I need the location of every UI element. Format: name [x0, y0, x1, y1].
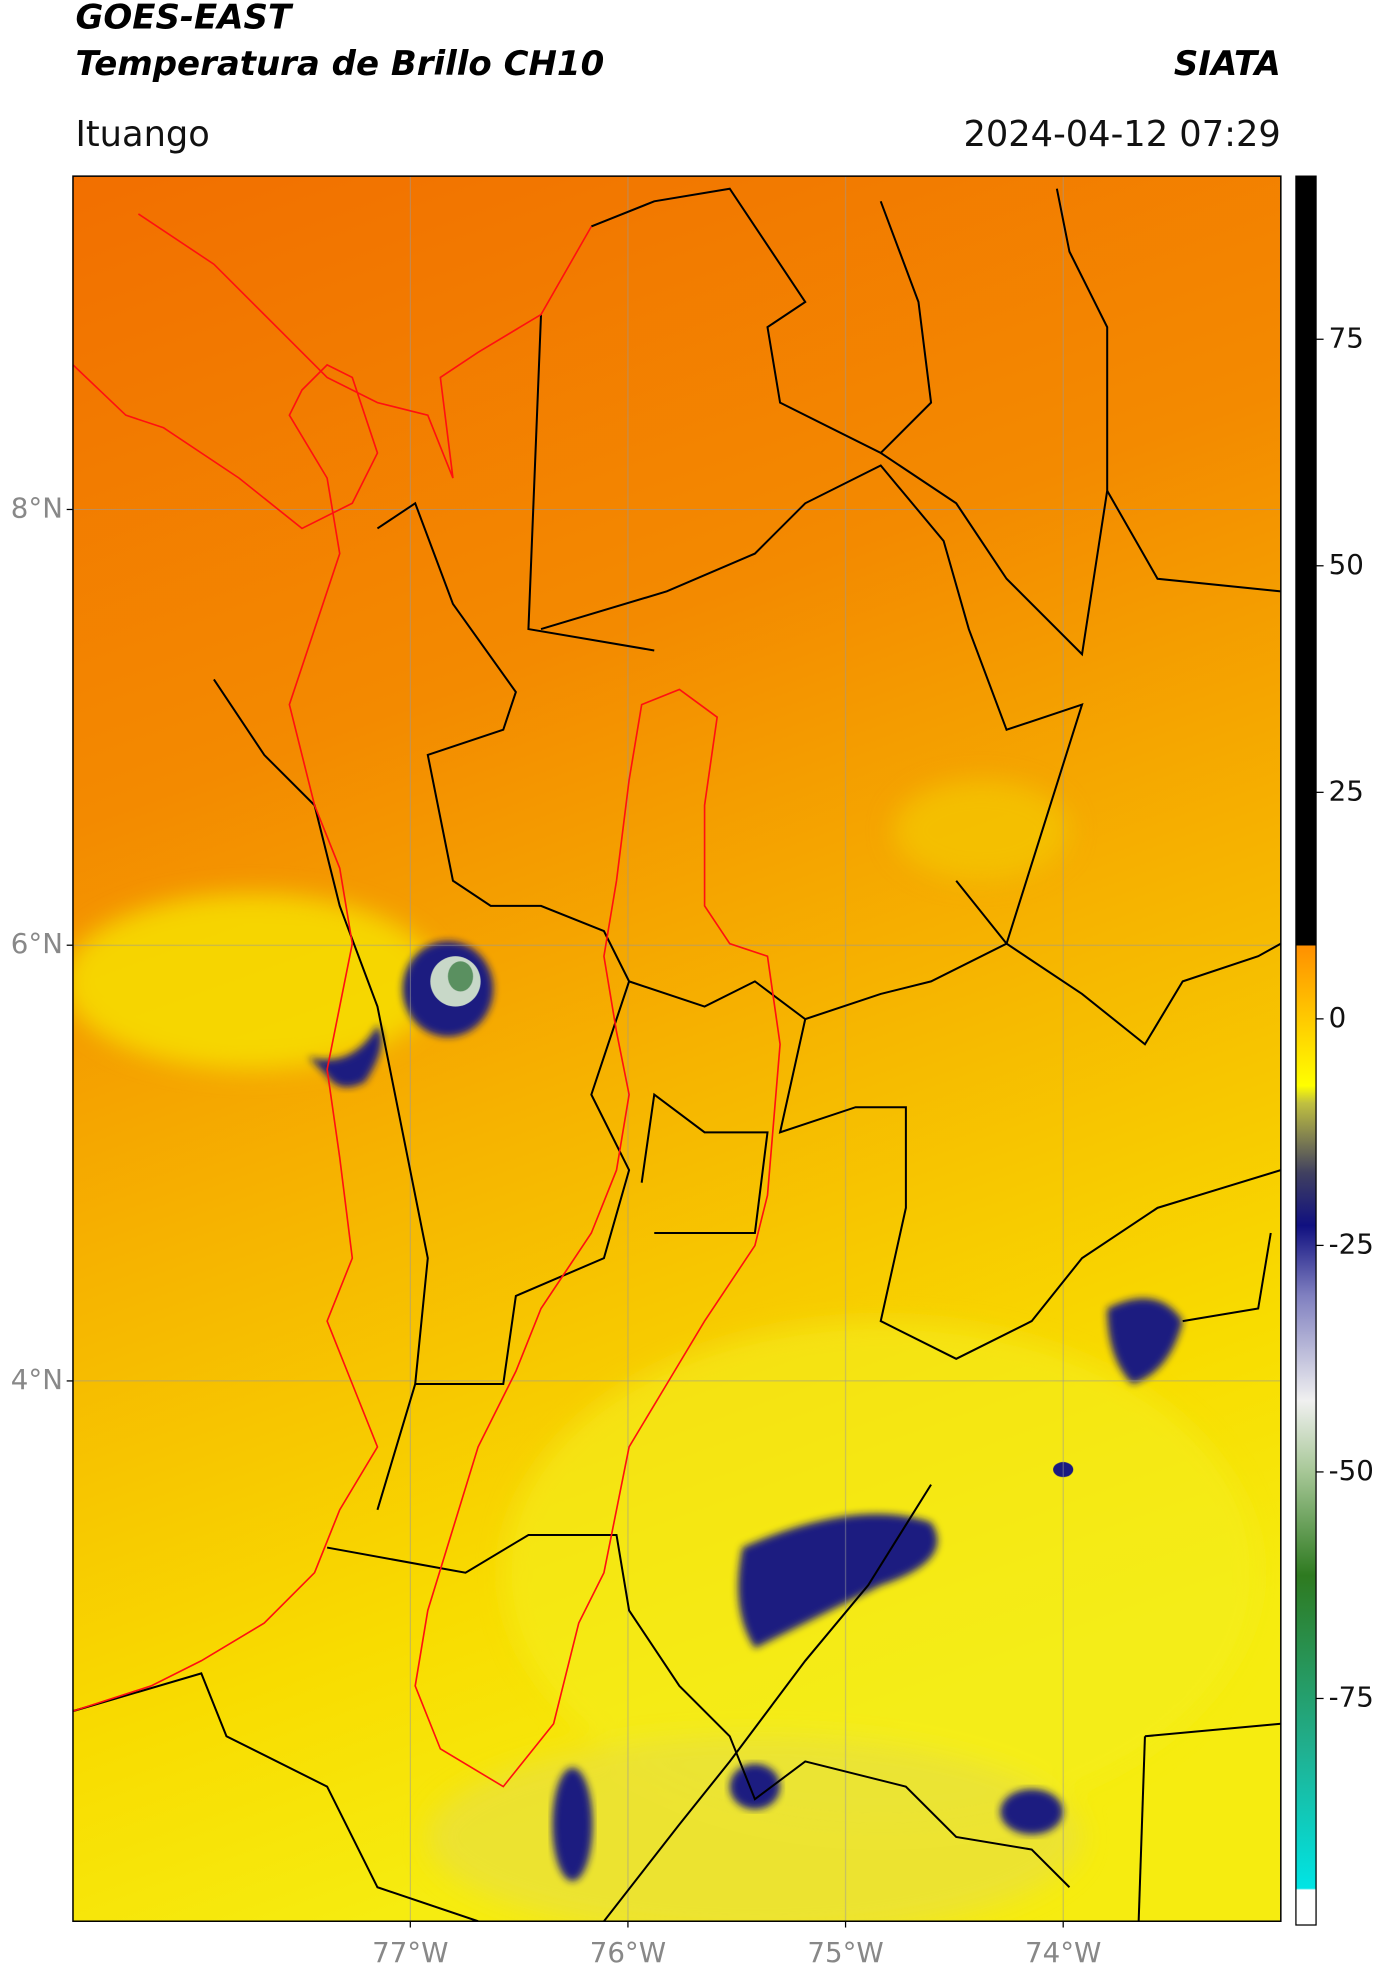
colorbar-label: -75	[1329, 1680, 1374, 1713]
geo-labels: 8°N 6°N 4°N 77°W 76°W 75°W 74°W	[11, 491, 1102, 1968]
colorbar-ticks: 75 50 25 0 -25 -50 -75	[1316, 321, 1374, 1713]
admin-borders	[72, 187, 1281, 1922]
colorbar-label: -50	[1329, 1454, 1374, 1487]
subtitle: Temperatura de Brillo CH10	[75, 44, 604, 84]
colorbar-label: 0	[1329, 1001, 1347, 1034]
coastline-and-basin	[72, 213, 781, 1788]
lon-label: 74°W	[1025, 1936, 1101, 1969]
cloud-tops	[308, 941, 1183, 1881]
lat-label: 8°N	[11, 491, 63, 524]
map	[72, 176, 1281, 1922]
graticule	[72, 176, 1281, 1922]
map-frame	[72, 175, 1282, 1922]
lat-label: 4°N	[11, 1363, 63, 1396]
lon-label: 77°W	[372, 1936, 448, 1969]
title: GOES-EAST	[75, 0, 293, 37]
colorbar-label: 25	[1329, 774, 1364, 807]
lon-label: 76°W	[590, 1936, 666, 1969]
lon-label: 75°W	[807, 1936, 883, 1969]
lat-label: 6°N	[11, 927, 63, 960]
colorbar-label: -25	[1329, 1227, 1374, 1260]
location: Ituango	[75, 114, 209, 155]
colorbar-label: 50	[1329, 548, 1364, 581]
datetime: 2024-04-12 07:29	[963, 114, 1280, 155]
org: SIATA	[1174, 44, 1281, 84]
colorbar	[1295, 175, 1317, 1926]
colorbar-label: 75	[1329, 321, 1364, 354]
